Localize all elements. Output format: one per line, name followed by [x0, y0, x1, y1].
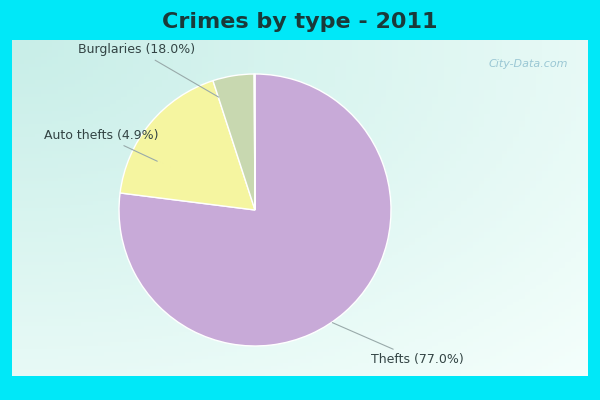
Text: Burglaries (18.0%): Burglaries (18.0%) — [78, 43, 218, 97]
Text: Auto thefts (4.9%): Auto thefts (4.9%) — [44, 129, 158, 161]
Wedge shape — [120, 81, 255, 210]
Wedge shape — [213, 74, 255, 210]
Text: Thefts (77.0%): Thefts (77.0%) — [332, 323, 463, 366]
Wedge shape — [119, 74, 391, 346]
Wedge shape — [254, 74, 255, 210]
Text: City-Data.com: City-Data.com — [488, 59, 568, 69]
Text: Crimes by type - 2011: Crimes by type - 2011 — [162, 12, 438, 32]
